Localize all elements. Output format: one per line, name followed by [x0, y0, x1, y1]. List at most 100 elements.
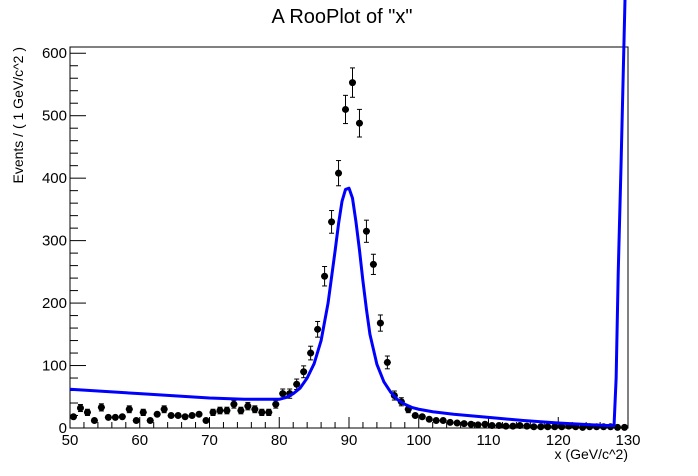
fit-curve: [70, 0, 627, 427]
data-point: [202, 417, 210, 425]
data-marker: [425, 415, 433, 423]
data-point: [181, 413, 189, 421]
data-point: [530, 423, 538, 431]
data-marker: [97, 403, 105, 411]
plot-frame: [69, 46, 629, 429]
data-point: [97, 403, 105, 412]
data-point: [69, 413, 77, 421]
data-marker: [195, 410, 203, 418]
data-marker: [188, 412, 196, 420]
data-point: [321, 265, 329, 287]
y-axis-title: Events / ( 1 GeV/c^2 ): [10, 47, 26, 184]
data-point: [495, 422, 503, 430]
x-tick-label: 60: [131, 432, 148, 449]
data-point: [167, 412, 175, 420]
data-marker: [495, 422, 503, 430]
data-point: [474, 421, 482, 429]
data-point: [439, 417, 447, 425]
data-marker: [446, 418, 454, 426]
data-point: [195, 410, 203, 418]
data-point: [411, 412, 419, 420]
data-marker: [376, 319, 384, 327]
data-marker: [209, 408, 217, 416]
data-point: [328, 210, 336, 234]
data-point: [558, 423, 566, 431]
x-tick-label: 100: [406, 432, 431, 449]
data-point: [272, 399, 280, 409]
data-point: [160, 405, 168, 414]
data-marker: [558, 423, 566, 431]
data-marker: [111, 413, 119, 421]
data-marker: [488, 422, 496, 430]
data-point: [293, 378, 301, 391]
data-marker: [355, 119, 363, 127]
data-marker: [544, 423, 552, 431]
data-point: [467, 420, 475, 428]
data-point: [362, 219, 370, 243]
x-tick-label: 120: [546, 432, 571, 449]
data-marker: [132, 417, 140, 425]
data-point: [111, 413, 119, 421]
y-tick-label: 0: [59, 420, 67, 437]
data-point: [279, 388, 287, 399]
data-marker: [348, 79, 356, 87]
data-marker: [328, 218, 336, 226]
x-tick-label: 50: [62, 432, 79, 449]
x-axis-title: x (GeV/c^2): [555, 446, 628, 462]
data-marker: [502, 422, 510, 430]
data-marker: [509, 422, 517, 430]
data-point: [265, 408, 273, 417]
data-point: [342, 94, 350, 125]
data-marker: [118, 413, 126, 421]
data-point: [488, 422, 496, 430]
y-tick-label: 100: [42, 358, 67, 375]
data-marker: [453, 419, 461, 427]
data-marker: [139, 408, 147, 416]
data-point: [376, 314, 384, 332]
data-marker: [460, 420, 468, 428]
data-marker: [551, 423, 559, 431]
data-marker: [83, 408, 91, 416]
fit-curve-layer: [70, 0, 627, 427]
data-marker: [181, 413, 189, 421]
data-point: [418, 413, 426, 421]
data-marker: [223, 407, 231, 415]
data-marker: [153, 410, 161, 418]
data-marker: [237, 407, 245, 415]
data-point: [432, 417, 440, 425]
data-point: [348, 67, 356, 98]
x-axis-ticks: 50 60 70 80 90 100 110 120 130: [62, 417, 641, 449]
data-point: [83, 408, 91, 417]
data-marker: [272, 400, 280, 408]
data-point: [502, 422, 510, 430]
data-point: [460, 420, 468, 428]
data-marker: [439, 417, 447, 425]
data-marker: [69, 413, 77, 421]
plot-title: A RooPlot of "x": [272, 6, 413, 28]
data-point: [244, 401, 252, 411]
data-marker: [265, 408, 273, 416]
data-marker: [614, 423, 622, 431]
data-point: [90, 417, 98, 425]
data-point: [139, 408, 147, 417]
data-point: [230, 399, 238, 409]
data-marker: [530, 423, 538, 431]
y-tick-label: 400: [42, 170, 67, 187]
data-point: [614, 423, 622, 431]
data-point: [335, 160, 343, 187]
data-point: [251, 405, 259, 414]
data-marker: [418, 413, 426, 421]
data-point: [118, 413, 126, 421]
data-marker: [537, 423, 545, 431]
data-point: [446, 418, 454, 426]
data-marker: [104, 413, 112, 421]
data-point: [209, 408, 217, 417]
data-point: [481, 420, 489, 428]
data-point: [621, 423, 629, 431]
data-marker: [314, 325, 322, 333]
data-point: [216, 406, 224, 415]
y-axis-ticks: 0 100 200 300 400 500 600: [42, 45, 86, 437]
data-marker: [369, 260, 377, 268]
data-point: [523, 422, 531, 430]
data-point: [223, 406, 231, 415]
